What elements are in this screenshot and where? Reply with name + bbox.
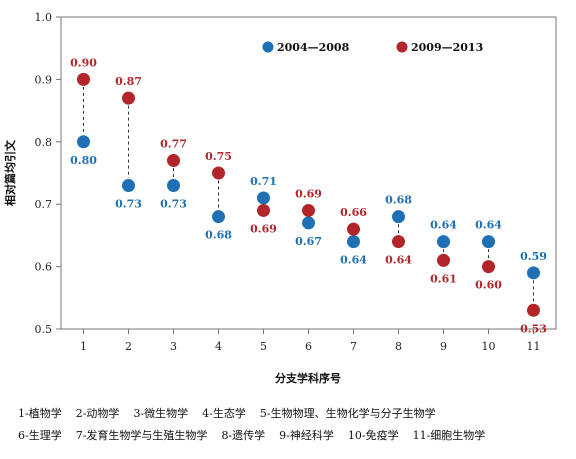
y-axis-title: 相对篇均引文: [3, 139, 17, 206]
legend-label-2004-2008: 2004—2008: [277, 41, 350, 54]
subject-note: 5-生物物理、生物化学与分子生物学: [259, 407, 436, 420]
data-label-2009-2013: 0.64: [385, 254, 412, 267]
point-2004-2008: [122, 178, 135, 192]
data-label-2004-2008: 0.73: [160, 197, 187, 210]
point-2009-2013: [302, 203, 315, 217]
subject-note: 1-植物学: [18, 407, 62, 420]
data-label-2004-2008: 0.71: [250, 175, 277, 188]
data-label-2009-2013: 0.75: [205, 150, 232, 163]
point-2009-2013: [257, 203, 270, 217]
x-tick-label: 3: [170, 340, 177, 353]
y-tick-label: 0.5: [35, 323, 53, 336]
y-tick-label: 0.8: [35, 136, 53, 149]
point-2009-2013: [122, 91, 135, 105]
legend-marker-2004-2008: [262, 41, 274, 53]
x-tick-label: 10: [482, 340, 496, 353]
legend: 2004—2008 2009—2013: [262, 41, 483, 54]
y-tick-label: 0.7: [35, 198, 53, 211]
data-label-2004-2008: 0.67: [295, 235, 322, 248]
data-label-2009-2013: 0.77: [160, 138, 187, 151]
legend-label-2009-2013: 2009—2013: [411, 41, 483, 54]
subject-note: 8-遗传学: [221, 429, 266, 442]
legend-marker-2009-2013: [396, 41, 408, 53]
point-2009-2013: [77, 72, 90, 86]
data-label-2009-2013: 0.61: [430, 272, 457, 285]
data-label-2009-2013: 0.90: [70, 56, 97, 69]
point-2004-2008: [392, 210, 405, 224]
data-points: [77, 72, 540, 317]
data-label-2004-2008: 0.68: [385, 194, 412, 207]
point-2009-2013: [347, 222, 360, 236]
data-label-2009-2013: 0.87: [115, 75, 142, 88]
x-axis-title: 分支学科序号: [275, 371, 341, 385]
point-2009-2013: [212, 166, 225, 180]
data-label-2004-2008: 0.64: [475, 219, 502, 232]
data-label-2004-2008: 0.80: [70, 154, 97, 167]
subject-note: 9-神经科学: [279, 429, 334, 442]
data-label-2009-2013: 0.60: [475, 279, 502, 292]
data-label-2009-2013: 0.53: [520, 322, 547, 335]
point-2009-2013: [392, 235, 405, 249]
data-label-2004-2008: 0.64: [340, 254, 367, 267]
x-tick-label: 4: [215, 340, 222, 353]
point-2004-2008: [527, 266, 540, 280]
x-axis: 1 2 3 4 5 6 7 8 9 10 11: [80, 329, 541, 353]
data-label-2009-2013: 0.69: [295, 187, 322, 200]
data-label-2009-2013: 0.69: [250, 222, 277, 235]
point-2004-2008: [482, 235, 495, 249]
data-label-2009-2013: 0.66: [340, 206, 367, 219]
data-label-2004-2008: 0.73: [115, 197, 142, 210]
point-2004-2008: [77, 135, 90, 149]
subject-note: 2-动物学: [75, 407, 120, 420]
y-tick-label: 0.9: [35, 73, 53, 86]
y-tick-label: 1.0: [35, 11, 53, 24]
point-2004-2008: [212, 210, 225, 224]
point-2009-2013: [527, 303, 540, 317]
x-tick-label: 6: [305, 340, 312, 353]
subject-note: 6-生理学: [18, 429, 62, 442]
subject-index-notes: 1-植物学 2-动物学 3-微生物学 4-生态学 5-生物物理、生物化学与分子生物学 6…: [18, 403, 574, 447]
subject-note: 3-微生物学: [133, 407, 189, 420]
x-tick-label: 1: [80, 340, 87, 353]
x-tick-label: 11: [527, 340, 541, 353]
x-tick-label: 2: [125, 340, 132, 353]
subject-note: 11-细胞生物学: [412, 429, 486, 442]
scatter-chart: 0.5 0.6 0.7 0.8 0.9 1.0 1 2 3 4 5 6 7 8 9 10 11 0.80 0.9…: [3, 11, 557, 385]
point-2004-2008: [437, 235, 450, 249]
x-tick-label: 9: [440, 340, 447, 353]
x-tick-label: 7: [350, 340, 357, 353]
point-2009-2013: [167, 154, 180, 168]
point-2004-2008: [167, 178, 180, 192]
x-tick-label: 5: [260, 340, 267, 353]
point-2004-2008: [302, 216, 315, 230]
notes-row-2: 6-生理学 7-发育生物学与生殖生物学 8-遗传学 9-神经科学 10-免疫学 11-细胞…: [18, 425, 574, 447]
point-2004-2008: [257, 191, 270, 205]
subject-note: 4-生态学: [202, 407, 246, 420]
data-label-2004-2008: 0.68: [205, 229, 232, 242]
notes-row-1: 1-植物学 2-动物学 3-微生物学 4-生态学 5-生物物理、生物化学与分子生物学: [18, 403, 574, 425]
y-tick-label: 0.6: [35, 261, 53, 274]
subject-note: 7-发育生物学与生殖生物学: [75, 429, 208, 442]
connectors: [83, 86, 534, 303]
plot-area: [60, 16, 557, 330]
point-2009-2013: [482, 260, 495, 274]
y-axis: 0.5 0.6 0.7 0.8 0.9 1.0: [35, 11, 61, 336]
data-label-2004-2008: 0.59: [520, 250, 547, 263]
data-label-2004-2008: 0.64: [430, 219, 457, 232]
data-labels: 0.80 0.90 0.73 0.87 0.73 0.77 0.68 0.75 0.71 0.69…: [70, 56, 547, 335]
point-2004-2008: [347, 235, 360, 249]
subject-note: 10-免疫学: [347, 429, 399, 442]
point-2009-2013: [437, 253, 450, 267]
x-tick-label: 8: [395, 340, 402, 353]
